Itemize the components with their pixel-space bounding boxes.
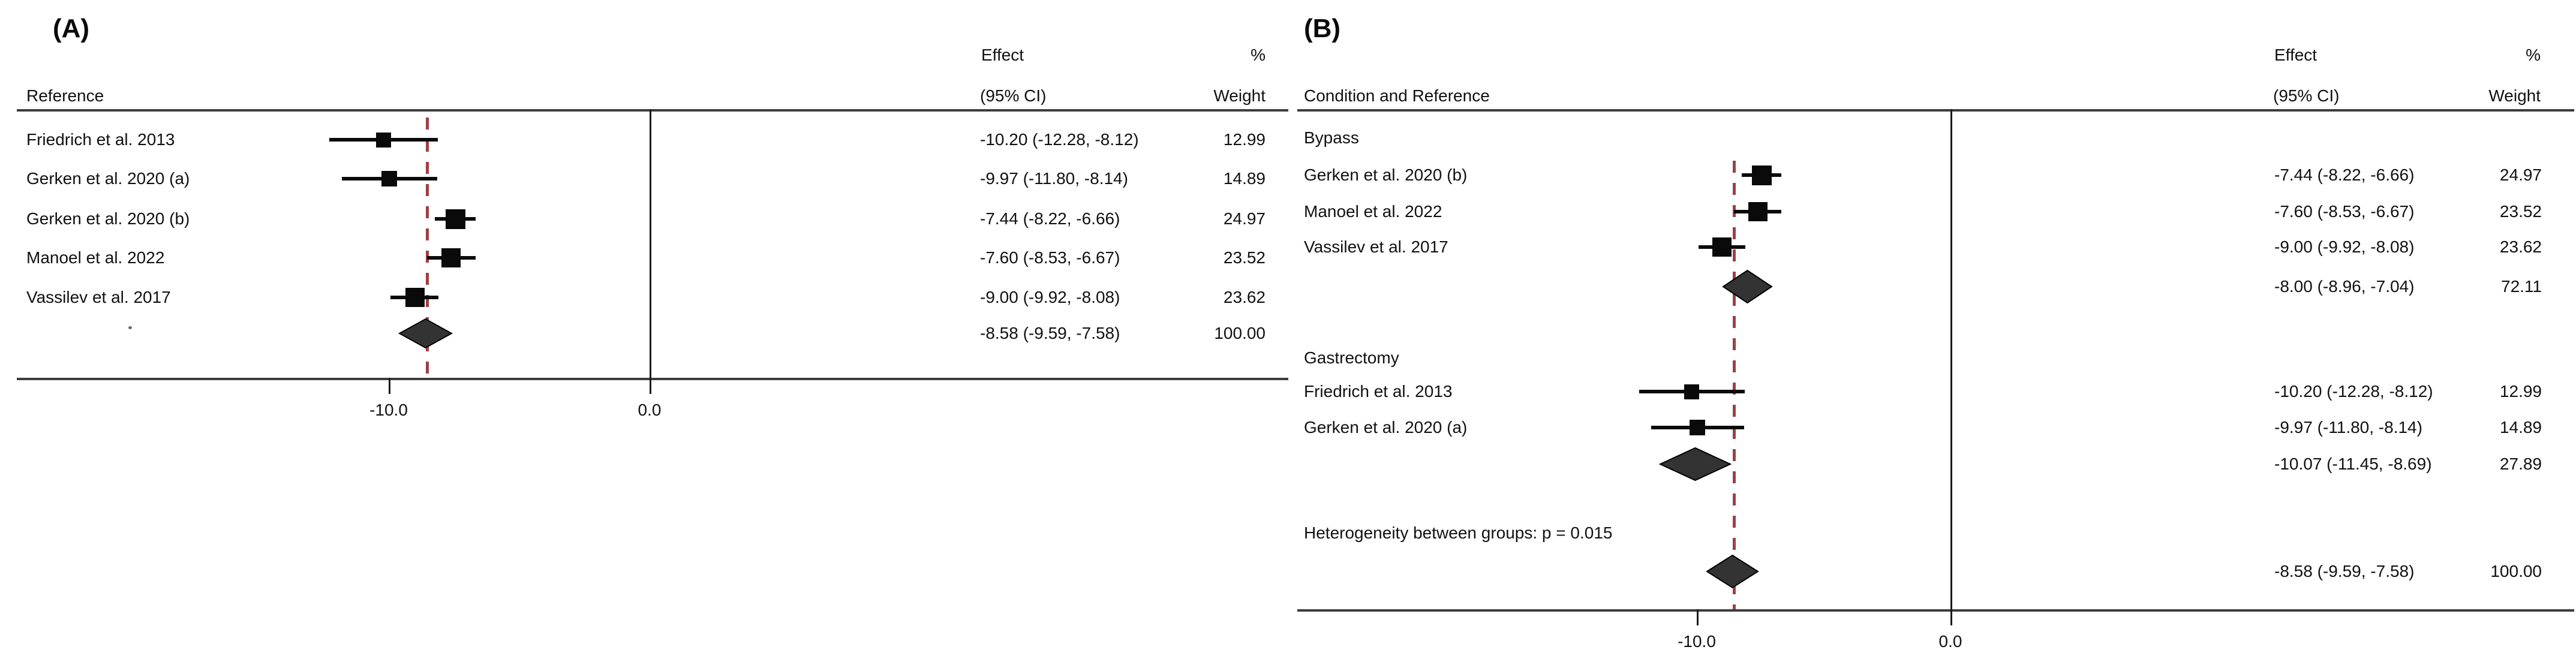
axis-tick [1697, 609, 1699, 625]
effect-value: -10.20 (-12.28, -8.12) [2274, 382, 2433, 401]
panel-b-title: (B) [1304, 14, 1341, 43]
effect-marker [441, 248, 461, 267]
subtotal-diamond [1658, 447, 1732, 482]
weight-value: 14.89 [1223, 169, 1266, 188]
effect-value: -7.44 (-8.22, -6.66) [980, 209, 1120, 228]
effect-value: -9.00 (-9.92, -8.08) [2274, 237, 2415, 256]
effect-value: -7.60 (-8.53, -6.67) [980, 248, 1120, 267]
study-label: Friedrich et al. 2013 [26, 130, 175, 149]
effect-value: -8.58 (-9.59, -7.58) [2274, 562, 2415, 580]
effect-marker [405, 288, 425, 307]
column-header-ci-a: (95% CI) [980, 86, 1047, 105]
effect-marker [1690, 420, 1705, 435]
subtotal-diamond [1722, 269, 1773, 304]
heterogeneity-note: Heterogeneity between groups: p = 0.015 [1304, 523, 1613, 542]
weight-value: 23.52 [2499, 202, 2542, 221]
group-label: Bypass [1304, 128, 1359, 147]
zero-line [650, 109, 651, 380]
weight-value: 14.89 [2499, 418, 2542, 437]
effect-value: -9.00 (-9.92, -8.08) [980, 288, 1120, 306]
weight-value: 100.00 [2490, 562, 2542, 580]
stray-dot [128, 326, 132, 329]
weight-value: 24.97 [1223, 209, 1266, 228]
column-header-effect-b: Effect [2274, 46, 2318, 64]
effect-marker [1712, 237, 1732, 257]
study-label: Gerken et al. 2020 (a) [26, 169, 190, 188]
study-label: Friedrich et al. 2013 [1304, 382, 1453, 401]
effect-value: -7.44 (-8.22, -6.66) [2274, 166, 2415, 184]
header-rule [1297, 109, 2574, 112]
effect-marker [446, 209, 465, 229]
effect-value: -10.20 (-12.28, -8.12) [980, 130, 1139, 149]
study-label: Gerken et al. 2020 (b) [1304, 166, 1468, 184]
column-header-percent-b: % [2526, 46, 2541, 64]
weight-value: 100.00 [1214, 324, 1266, 342]
group-label: Gastrectomy [1304, 348, 1399, 367]
effect-marker [381, 171, 397, 186]
overall-effect-dashed-line [426, 118, 429, 378]
column-header-percent-a: % [1251, 46, 1266, 64]
axis-line [1297, 609, 2574, 612]
axis-tick-label: -10.0 [369, 401, 408, 419]
weight-value: 12.99 [2499, 382, 2542, 401]
column-header-reference-a: Reference [26, 86, 104, 105]
column-header-weight-b: Weight [2488, 86, 2541, 105]
weight-value: 12.99 [1223, 130, 1266, 149]
study-label: Manoel et al. 2022 [26, 248, 165, 267]
effect-marker [1752, 165, 1772, 185]
column-header-ci-b: (95% CI) [2273, 86, 2340, 105]
weight-value: 27.89 [2499, 455, 2542, 473]
weight-value: 24.97 [2499, 166, 2542, 184]
diamond-shape [1658, 447, 1732, 482]
axis-tick [1950, 609, 1952, 625]
column-header-weight-a: Weight [1213, 86, 1266, 105]
study-label: Gerken et al. 2020 (b) [26, 209, 190, 228]
panel-a-title: (A) [53, 14, 90, 43]
axis-tick-label: -10.0 [1678, 632, 1716, 651]
effect-value: -8.58 (-9.59, -7.58) [980, 324, 1120, 342]
overall-diamond [398, 318, 453, 349]
weight-value: 23.62 [1223, 288, 1266, 306]
header-rule [17, 109, 1288, 112]
effect-value: -7.60 (-8.53, -6.67) [2274, 202, 2415, 221]
effect-value: -10.07 (-11.45, -8.69) [2274, 455, 2432, 473]
weight-value: 72.11 [2501, 277, 2542, 296]
effect-marker [1748, 202, 1768, 221]
study-label: Manoel et al. 2022 [1304, 202, 1442, 221]
effect-marker [376, 132, 391, 148]
overall-diamond [1706, 554, 1759, 589]
weight-value: 23.52 [1223, 248, 1266, 267]
diamond-shape [398, 318, 453, 349]
column-header-effect-a: Effect [981, 46, 1024, 64]
axis-tick [650, 378, 651, 394]
diamond-shape [1722, 269, 1773, 304]
axis-tick-label: 0.0 [1938, 632, 1962, 651]
column-header-reference-b: Condition and Reference [1304, 86, 1490, 105]
axis-tick-label: 0.0 [638, 401, 662, 419]
study-label: Vassilev et al. 2017 [1304, 237, 1448, 256]
study-label: Gerken et al. 2020 (a) [1304, 418, 1468, 437]
axis-line [17, 378, 1288, 380]
overall-effect-dashed-line [1733, 161, 1736, 609]
study-label: Vassilev et al. 2017 [26, 288, 171, 306]
diamond-shape [1706, 554, 1759, 589]
effect-value: -8.00 (-8.96, -7.04) [2274, 277, 2415, 296]
zero-line [1950, 109, 1952, 612]
weight-value: 23.62 [2499, 237, 2542, 256]
axis-tick [389, 378, 390, 394]
effect-marker [1684, 384, 1699, 399]
effect-value: -9.97 (-11.80, -8.14) [2274, 418, 2422, 437]
effect-value: -9.97 (-11.80, -8.14) [980, 169, 1128, 188]
